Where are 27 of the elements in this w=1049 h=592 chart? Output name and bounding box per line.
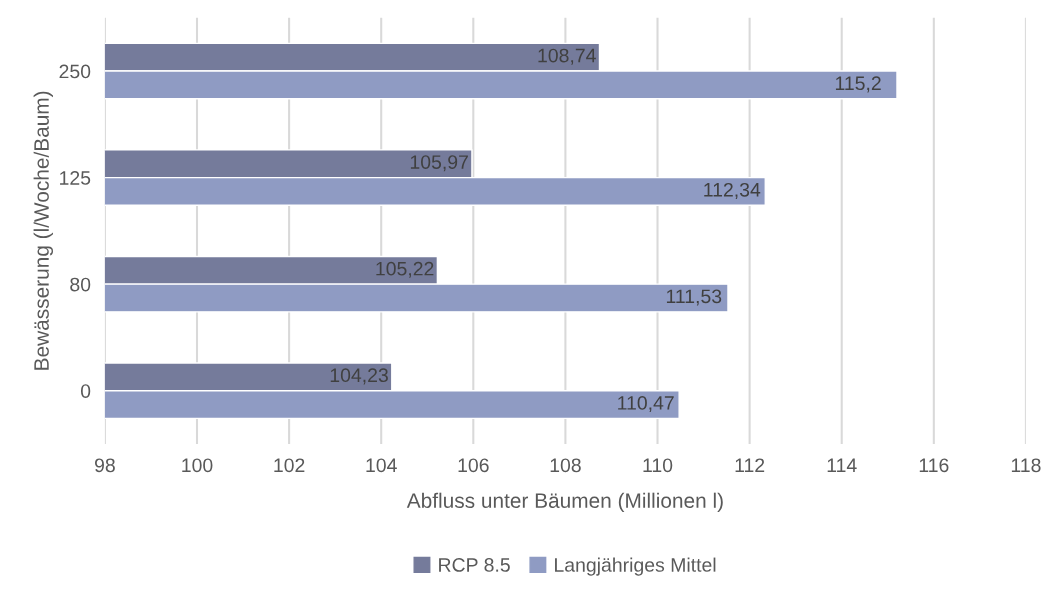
data-label: 111,53 [666, 289, 722, 306]
x-tick-label: 114 [827, 458, 857, 472]
y-axis-title: Bewässerung (l/Woche/Baum) [33, 91, 54, 370]
data-label: 105,22 [376, 261, 434, 278]
data-label: 108,74 [538, 48, 596, 65]
y-tick-label: 125 [60, 171, 91, 185]
y-tick-label: 80 [70, 277, 91, 292]
x-axis-title: Abfluss unter Bäumen (Millionen l) [406, 492, 723, 513]
data-label: 115,2 [835, 76, 881, 93]
x-tick-label: 100 [182, 458, 213, 473]
legend-label: RCP 8.5 [439, 558, 510, 572]
x-tick-label: 102 [274, 458, 305, 473]
x-tick-label: 108 [550, 458, 581, 473]
x-tick-label: 116 [919, 458, 949, 473]
legend-label: Langjähriges Mittel [555, 557, 716, 576]
x-tick-label: 110 [643, 458, 673, 473]
x-tick-label: 118 [1011, 458, 1041, 473]
data-label: 110,47 [618, 396, 674, 413]
x-tick-label: 104 [366, 458, 397, 473]
y-tick-label: 250 [59, 64, 91, 79]
data-label: 112,34 [704, 182, 761, 199]
data-label: 105,97 [410, 155, 468, 172]
x-tick-label: 106 [458, 458, 489, 473]
x-tick-label: 112 [735, 458, 765, 472]
y-tick-label: 0 [80, 384, 91, 398]
data-label: 104,23 [330, 368, 388, 385]
x-tick-label: 98 [95, 458, 115, 473]
